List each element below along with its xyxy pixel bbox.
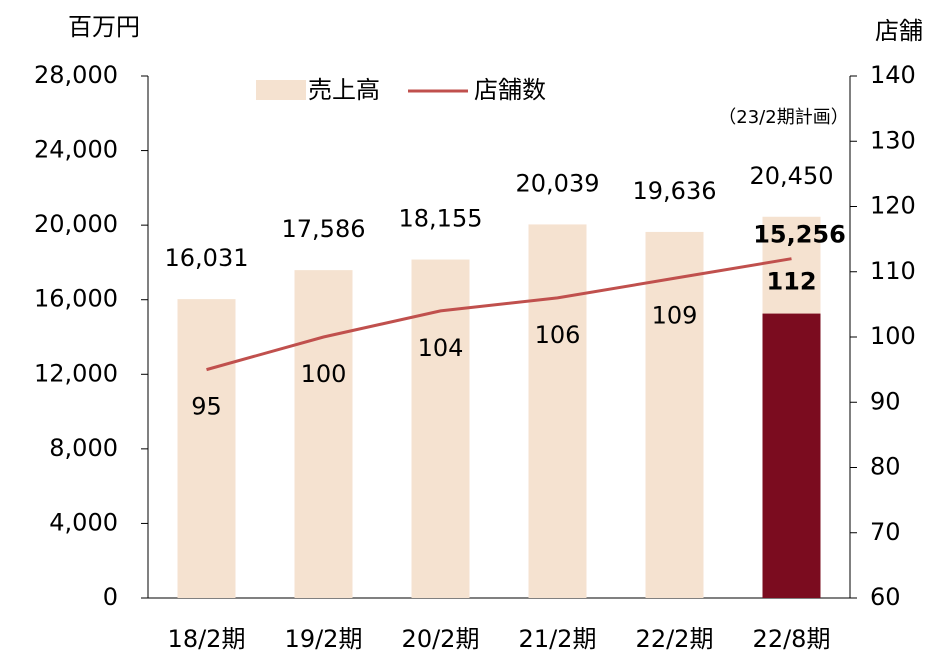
y2-tick-label: 120 bbox=[870, 192, 916, 220]
x-tick-label: 22/8期 bbox=[753, 625, 831, 653]
line-value-label: 112 bbox=[766, 268, 816, 296]
line-value-label: 104 bbox=[418, 334, 464, 362]
line bbox=[206, 257, 792, 372]
bar bbox=[294, 270, 353, 598]
bar-value-label: 19,636 bbox=[633, 177, 717, 205]
y2-tick-label: 130 bbox=[870, 126, 916, 154]
y-tick-label: 16,000 bbox=[34, 285, 118, 313]
y2-tick-label: 90 bbox=[870, 387, 901, 415]
y-tick-label: 0 bbox=[103, 583, 118, 611]
y2-tick-label: 60 bbox=[870, 583, 901, 611]
x-tick-label: 22/2期 bbox=[636, 625, 714, 653]
legend-swatch bbox=[256, 80, 306, 100]
y2-tick-label: 140 bbox=[870, 61, 916, 89]
bar bbox=[645, 231, 704, 598]
bar-value-label: 17,586 bbox=[282, 215, 366, 243]
line-value-label: 100 bbox=[301, 360, 347, 388]
y-axis-unit: 百万円 bbox=[68, 13, 140, 41]
legend-label: 店舗数 bbox=[474, 76, 546, 104]
line-value-label: 106 bbox=[535, 321, 581, 349]
y2-tick-label: 110 bbox=[870, 257, 916, 285]
x-tick-label: 18/2期 bbox=[168, 625, 246, 653]
y-tick-label: 8,000 bbox=[49, 434, 118, 462]
x-tick-label: 19/2期 bbox=[285, 625, 363, 653]
x-tick-label: 20/2期 bbox=[402, 625, 480, 653]
bar bbox=[528, 224, 587, 599]
bar bbox=[762, 313, 821, 598]
y-tick-label: 12,000 bbox=[34, 359, 118, 387]
y-tick-label: 4,000 bbox=[49, 508, 118, 536]
y2-tick-label: 70 bbox=[870, 518, 901, 546]
line-value-label: 95 bbox=[191, 393, 222, 421]
y-tick-label: 24,000 bbox=[34, 136, 118, 164]
bar-value-label: 15,256 bbox=[753, 221, 846, 249]
y-tick-label: 28,000 bbox=[34, 61, 118, 89]
bar-value-label: 20,039 bbox=[516, 169, 600, 197]
legend-label: 売上高 bbox=[308, 76, 380, 104]
bar-value-label: 20,450 bbox=[750, 162, 834, 190]
y2-tick-label: 100 bbox=[870, 322, 916, 350]
line-value-label: 109 bbox=[652, 301, 698, 329]
bar-value-label: 16,031 bbox=[165, 244, 249, 272]
bar bbox=[177, 299, 236, 598]
bar-value-label: 18,155 bbox=[399, 205, 483, 233]
x-tick-label: 21/2期 bbox=[519, 625, 597, 653]
annotation: （23/2期計画） bbox=[718, 107, 848, 128]
y2-axis-unit: 店舗 bbox=[875, 17, 923, 45]
y2-tick-label: 80 bbox=[870, 453, 901, 481]
y-tick-label: 20,000 bbox=[34, 210, 118, 238]
